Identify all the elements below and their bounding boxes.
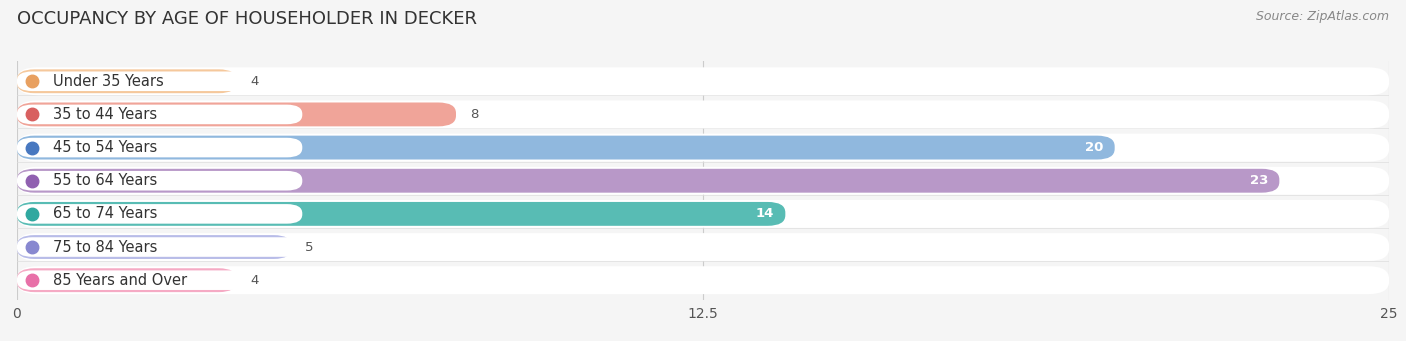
FancyBboxPatch shape <box>17 270 302 290</box>
FancyBboxPatch shape <box>17 134 1389 162</box>
Text: 20: 20 <box>1085 141 1104 154</box>
FancyBboxPatch shape <box>17 169 1279 193</box>
Text: 45 to 54 Years: 45 to 54 Years <box>52 140 157 155</box>
FancyBboxPatch shape <box>17 268 236 292</box>
FancyBboxPatch shape <box>17 167 1389 195</box>
FancyBboxPatch shape <box>17 266 1389 294</box>
FancyBboxPatch shape <box>17 72 302 91</box>
FancyBboxPatch shape <box>17 67 1389 95</box>
Text: 4: 4 <box>250 75 259 88</box>
FancyBboxPatch shape <box>17 200 1389 228</box>
Text: 65 to 74 Years: 65 to 74 Years <box>52 206 157 221</box>
FancyBboxPatch shape <box>17 138 302 157</box>
Text: 55 to 64 Years: 55 to 64 Years <box>52 173 157 188</box>
FancyBboxPatch shape <box>17 105 302 124</box>
Text: Under 35 Years: Under 35 Years <box>52 74 163 89</box>
Text: 4: 4 <box>250 274 259 287</box>
Text: 8: 8 <box>470 108 478 121</box>
Text: Source: ZipAtlas.com: Source: ZipAtlas.com <box>1256 10 1389 23</box>
Text: 14: 14 <box>756 207 775 220</box>
FancyBboxPatch shape <box>17 202 786 226</box>
Text: 35 to 44 Years: 35 to 44 Years <box>52 107 156 122</box>
Text: 5: 5 <box>305 240 314 254</box>
Text: 23: 23 <box>1250 174 1268 187</box>
FancyBboxPatch shape <box>17 101 1389 128</box>
FancyBboxPatch shape <box>17 103 456 127</box>
FancyBboxPatch shape <box>17 136 1115 160</box>
FancyBboxPatch shape <box>17 171 302 191</box>
FancyBboxPatch shape <box>17 204 302 224</box>
FancyBboxPatch shape <box>17 237 302 257</box>
Text: 85 Years and Over: 85 Years and Over <box>52 273 187 288</box>
FancyBboxPatch shape <box>17 235 291 259</box>
FancyBboxPatch shape <box>17 233 1389 261</box>
Text: OCCUPANCY BY AGE OF HOUSEHOLDER IN DECKER: OCCUPANCY BY AGE OF HOUSEHOLDER IN DECKE… <box>17 10 477 28</box>
FancyBboxPatch shape <box>17 69 236 93</box>
Text: 75 to 84 Years: 75 to 84 Years <box>52 239 157 254</box>
